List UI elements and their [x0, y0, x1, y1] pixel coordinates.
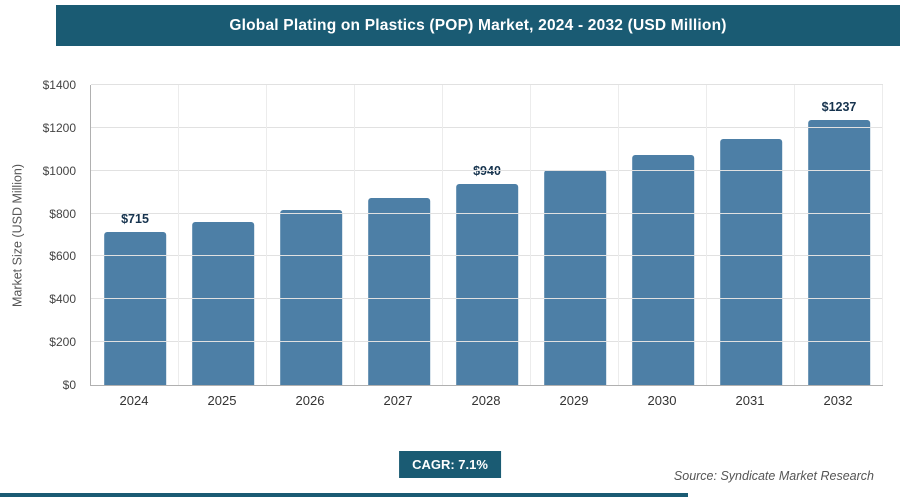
v-gridline: [265, 85, 267, 385]
chart-title: Global Plating on Plastics (POP) Market,…: [229, 16, 727, 34]
bar-2025: [192, 222, 254, 385]
y-tick-label: $0: [62, 378, 76, 392]
x-tick-label: 2024: [119, 393, 149, 408]
y-tick-label: $800: [49, 206, 76, 221]
bar-2026: [280, 210, 342, 385]
source-text: Source: Syndicate Market Research: [673, 469, 874, 483]
v-gridline: [706, 85, 707, 385]
h-gridline: [91, 341, 883, 343]
bar-cell: [355, 85, 443, 385]
h-gridline: [91, 298, 883, 300]
h-gridline: [91, 212, 883, 214]
h-gridline: [91, 255, 883, 257]
x-axis-labels: 2024 2025 2026 2027 2028 2029 2030 2031 2032: [90, 393, 882, 408]
bar-value-label: $1237: [821, 99, 857, 114]
bar-2028: [456, 183, 518, 385]
bottom-accent-line: [0, 493, 688, 497]
x-tick-label: 2025: [207, 393, 237, 408]
bar-cell: $715: [91, 85, 179, 385]
bar-cell: [707, 85, 795, 385]
y-axis-labels: $0 $200 $400 $600 $800 $1000 $1200 $1400: [0, 78, 82, 392]
h-gridline: [91, 84, 883, 85]
v-gridline: [353, 85, 355, 385]
y-tick-label: $1200: [42, 120, 76, 135]
y-tick-label: $200: [49, 335, 76, 350]
x-tick-label: 2030: [647, 393, 677, 408]
x-tick-label: 2031: [735, 393, 765, 408]
y-tick-label: $1000: [42, 163, 76, 178]
plot-area: $715 $940 $1237: [90, 84, 883, 386]
v-gridline: [530, 85, 531, 385]
bar-cell: $940: [443, 85, 531, 385]
h-gridline: [91, 169, 883, 171]
y-tick-label: $400: [49, 292, 76, 307]
bar-2032: [808, 119, 870, 385]
bar-2031: [720, 138, 782, 385]
x-tick-label: 2027: [383, 393, 413, 408]
bar-cell: $1237: [795, 85, 883, 385]
bar-value-label: $715: [121, 211, 149, 226]
bar-2024: [104, 231, 166, 385]
h-gridline: [91, 126, 883, 128]
bars-row: $715 $940 $1237: [91, 85, 883, 385]
y-tick-label: $1400: [42, 78, 76, 92]
bar-2030: [632, 154, 694, 385]
bar-cell: [179, 85, 267, 385]
cagr-badge: CAGR: 7.1%: [399, 451, 501, 478]
bar-2029: [544, 169, 606, 385]
v-gridline: [617, 85, 619, 385]
x-tick-label: 2028: [471, 393, 501, 408]
x-tick-label: 2032: [823, 393, 853, 408]
bar-cell: [619, 85, 707, 385]
bar-cell: [267, 85, 355, 385]
v-gridline: [882, 85, 883, 385]
title-bar: Global Plating on Plastics (POP) Market,…: [56, 5, 900, 46]
y-tick-label: $600: [49, 249, 76, 264]
v-gridline: [441, 85, 443, 385]
v-gridline: [177, 85, 179, 385]
x-tick-label: 2029: [559, 393, 589, 408]
bar-2027: [368, 198, 430, 385]
bar-cell: [531, 85, 619, 385]
x-tick-label: 2026: [295, 393, 325, 408]
v-gridline: [793, 85, 795, 385]
